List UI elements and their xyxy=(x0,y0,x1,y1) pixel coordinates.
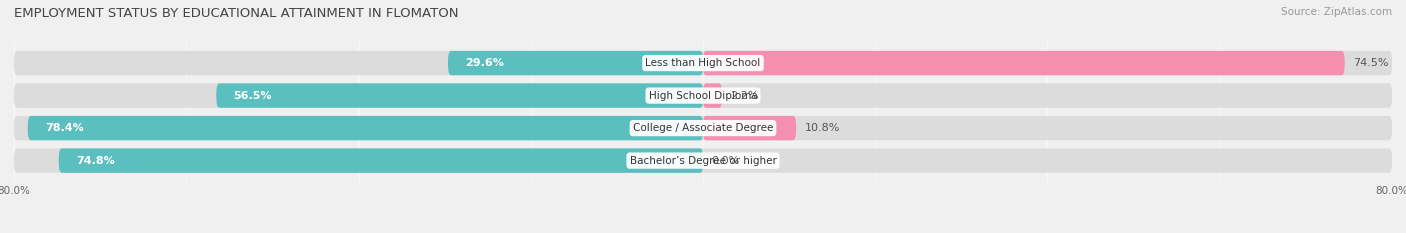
Text: Bachelor’s Degree or higher: Bachelor’s Degree or higher xyxy=(630,156,776,166)
Text: 0.0%: 0.0% xyxy=(711,156,740,166)
Text: 78.4%: 78.4% xyxy=(45,123,84,133)
FancyBboxPatch shape xyxy=(703,83,723,108)
FancyBboxPatch shape xyxy=(14,148,1392,173)
FancyBboxPatch shape xyxy=(703,51,1344,75)
FancyBboxPatch shape xyxy=(14,83,1392,108)
Text: Less than High School: Less than High School xyxy=(645,58,761,68)
Text: 2.2%: 2.2% xyxy=(731,91,759,101)
Text: 10.8%: 10.8% xyxy=(804,123,839,133)
FancyBboxPatch shape xyxy=(28,116,703,140)
Text: High School Diploma: High School Diploma xyxy=(648,91,758,101)
Text: EMPLOYMENT STATUS BY EDUCATIONAL ATTAINMENT IN FLOMATON: EMPLOYMENT STATUS BY EDUCATIONAL ATTAINM… xyxy=(14,7,458,20)
FancyBboxPatch shape xyxy=(449,51,703,75)
Text: 74.5%: 74.5% xyxy=(1353,58,1389,68)
Legend: In Labor Force, Unemployed: In Labor Force, Unemployed xyxy=(603,230,803,233)
FancyBboxPatch shape xyxy=(14,116,1392,140)
FancyBboxPatch shape xyxy=(59,148,703,173)
Text: Source: ZipAtlas.com: Source: ZipAtlas.com xyxy=(1281,7,1392,17)
FancyBboxPatch shape xyxy=(703,116,796,140)
Text: 29.6%: 29.6% xyxy=(465,58,505,68)
Text: College / Associate Degree: College / Associate Degree xyxy=(633,123,773,133)
FancyBboxPatch shape xyxy=(217,83,703,108)
Text: 74.8%: 74.8% xyxy=(76,156,115,166)
FancyBboxPatch shape xyxy=(14,51,1392,75)
Text: 56.5%: 56.5% xyxy=(233,91,273,101)
